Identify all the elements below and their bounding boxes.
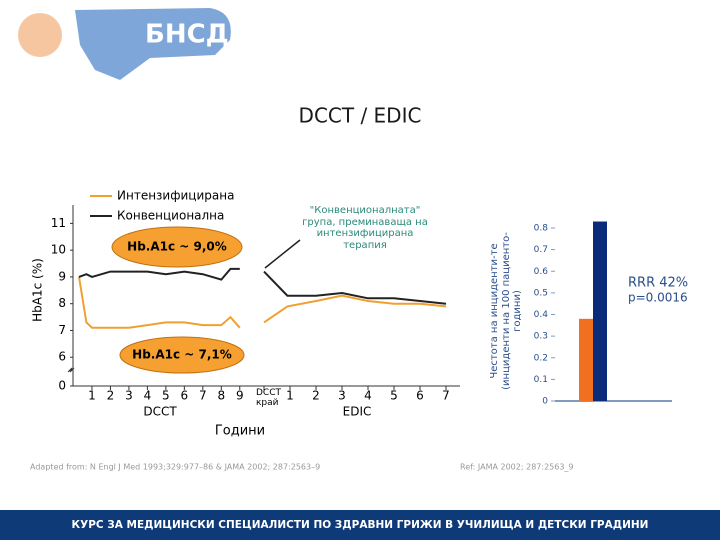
annotation-box: "Конвенционалната" група, преминаваща на… xyxy=(302,205,428,251)
y-tick-label: 0.6 xyxy=(534,267,549,277)
legend-label: Интензифицирана xyxy=(117,189,234,203)
y-tick-label: 0.2 xyxy=(534,353,548,363)
y-axis-label: Честота на инциденти-те (инциденти на 10… xyxy=(489,232,521,390)
x-tick-label: 3 xyxy=(125,389,133,403)
x-tick-label: 1 xyxy=(286,389,294,403)
x-tick-label: DCCT край xyxy=(256,388,281,409)
x-tick-label: 8 xyxy=(217,389,225,403)
y-tick-label: 0.7 xyxy=(534,245,548,255)
x-tick-label: 9 xyxy=(236,389,244,403)
logo-shape xyxy=(75,8,231,80)
bar xyxy=(593,221,607,401)
legend-label: Конвенционална xyxy=(117,209,224,223)
footer-text: КУРС ЗА МЕДИЦИНСКИ СПЕЦИАЛИСТИ ПО ЗДРАВН… xyxy=(72,519,649,531)
annotation-arrow xyxy=(264,239,301,269)
y-tick-label: 11 xyxy=(51,216,66,230)
series-line xyxy=(263,270,447,305)
axis-break xyxy=(67,367,75,373)
annotation: Hb.A1c ~ 7,1% xyxy=(132,348,232,362)
source: Adapted from: N Engl J Med 1993;329:977–… xyxy=(30,463,320,472)
x-tick-label: 4 xyxy=(364,389,372,403)
x-group-label: DCCT xyxy=(143,405,177,419)
x-tick-label: 2 xyxy=(107,389,115,403)
x-tick-label: 1 xyxy=(88,389,96,403)
y-tick-label: 0 xyxy=(58,379,66,393)
x-group-label: EDIC xyxy=(343,405,372,419)
series-line xyxy=(78,267,240,281)
y-tick-label: 10 xyxy=(51,243,66,257)
y-tick-label: 6 xyxy=(58,350,66,364)
x-tick-label: 6 xyxy=(416,389,424,403)
x-tick-label: 6 xyxy=(181,389,189,403)
series-line xyxy=(263,294,447,324)
series-line xyxy=(78,276,241,329)
x-tick-label: 5 xyxy=(162,389,170,403)
x-tick-label: 3 xyxy=(338,389,346,403)
y-tick-label: 0.8 xyxy=(534,224,549,234)
logo-text: БНСДЕ xyxy=(145,20,247,50)
annotation-bubble xyxy=(119,336,245,374)
y-tick-label: 7 xyxy=(58,323,66,337)
x-tick-label: 2 xyxy=(312,389,320,403)
annotation-bubble xyxy=(111,226,243,268)
y-tick-label: 9 xyxy=(58,269,66,283)
annotation: Hb.A1c ~ 9,0% xyxy=(127,240,227,254)
bar xyxy=(579,318,593,401)
y-tick-label: 8 xyxy=(58,296,66,310)
annotation: "Конвенционалната" група, преминаваща на… xyxy=(302,205,428,251)
x-tick-label-box: DCCT край xyxy=(256,388,281,409)
y-tick-label: 0.1 xyxy=(534,375,548,385)
y-tick-label: 0.4 xyxy=(534,310,549,320)
annotation: p=0.0016 xyxy=(628,291,688,305)
annotation: RRR 42% xyxy=(628,276,688,291)
y-label-box: Честота на инциденти-те (инциденти на 10… xyxy=(489,232,521,390)
source: Ref: JAMA 2002; 287:2563_9 xyxy=(460,463,574,472)
logo-kids xyxy=(18,13,62,57)
x-axis-label: Години xyxy=(215,424,265,439)
x-tick-label: 7 xyxy=(442,389,450,403)
slide-title: DCCT / EDIC xyxy=(299,104,422,128)
y-tick-label: 0.3 xyxy=(534,332,548,342)
x-tick-label: 5 xyxy=(390,389,398,403)
y-axis-label: HbA1c (%) xyxy=(31,258,45,322)
footer-band xyxy=(0,510,720,540)
y-tick-label: 0 xyxy=(542,397,548,407)
x-tick-label: 7 xyxy=(199,389,207,403)
x-tick-label: 4 xyxy=(144,389,152,403)
y-tick-label: 0.5 xyxy=(534,288,548,298)
